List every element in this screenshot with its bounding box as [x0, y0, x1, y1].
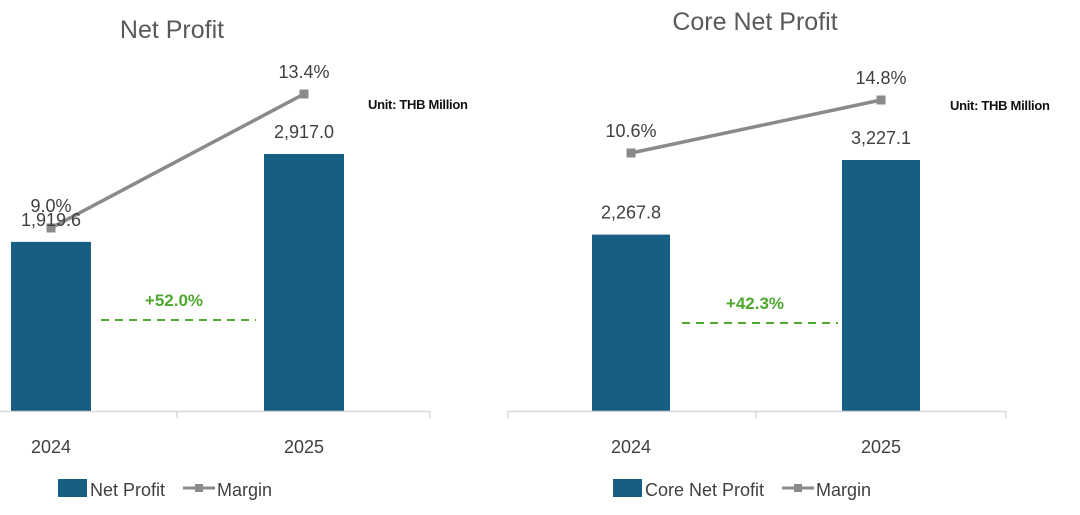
legend-swatch-marker — [794, 484, 803, 492]
bar-2025 — [264, 154, 344, 411]
margin-line — [50, 92, 305, 230]
legend-label-line: Margin — [217, 480, 272, 500]
bar-2024 — [592, 234, 670, 411]
margin-value-label: 10.6% — [605, 121, 656, 141]
margin-marker — [299, 89, 309, 99]
legend-label-line: Margin — [816, 480, 871, 500]
x-tick-label: 2024 — [31, 437, 71, 457]
margin-line — [630, 98, 882, 155]
x-tick-label: 2025 — [284, 437, 324, 457]
legend-label-bar: Net Profit — [90, 480, 165, 500]
legend-swatch-bar — [613, 479, 642, 497]
bar-2024 — [11, 241, 91, 411]
legend-swatch-bar — [58, 479, 87, 497]
margin-marker — [46, 223, 56, 233]
unit-label: Unit: THB Million — [950, 98, 1050, 113]
legend-label-bar: Core Net Profit — [645, 480, 764, 500]
margin-marker — [626, 148, 636, 158]
growth-label: +52.0% — [145, 291, 203, 310]
legend: Net Profit Margin — [58, 479, 272, 500]
legend-swatch-marker — [195, 484, 204, 492]
growth-label: +42.3% — [726, 294, 784, 313]
bar-value-label: 1,919.6 — [21, 210, 81, 230]
bar-value-label: 2,917.0 — [274, 122, 334, 142]
legend: Core Net Profit Margin — [613, 479, 871, 500]
bar-2025 — [842, 160, 920, 411]
bar-value-label: 2,267.8 — [601, 203, 661, 223]
unit-label: Unit: THB Million — [368, 97, 468, 112]
margin-value-label: 9.0% — [30, 196, 71, 216]
margin-value-label: 13.4% — [278, 62, 329, 82]
margin-value-label: 14.8% — [855, 68, 906, 88]
core-net-profit-chart: Core Net Profit Unit: THB Million 2024 20… — [507, 8, 1050, 500]
chart-title: Net Profit — [120, 16, 224, 44]
margin-marker — [876, 95, 886, 105]
chart-title: Core Net Profit — [672, 8, 837, 36]
x-tick-label: 2025 — [861, 437, 901, 457]
x-tick-label: 2024 — [611, 437, 651, 457]
net-profit-chart: Net Profit Unit: THB Million 2024 2025 +5… — [0, 16, 468, 500]
bar-value-label: 3,227.1 — [851, 128, 911, 148]
